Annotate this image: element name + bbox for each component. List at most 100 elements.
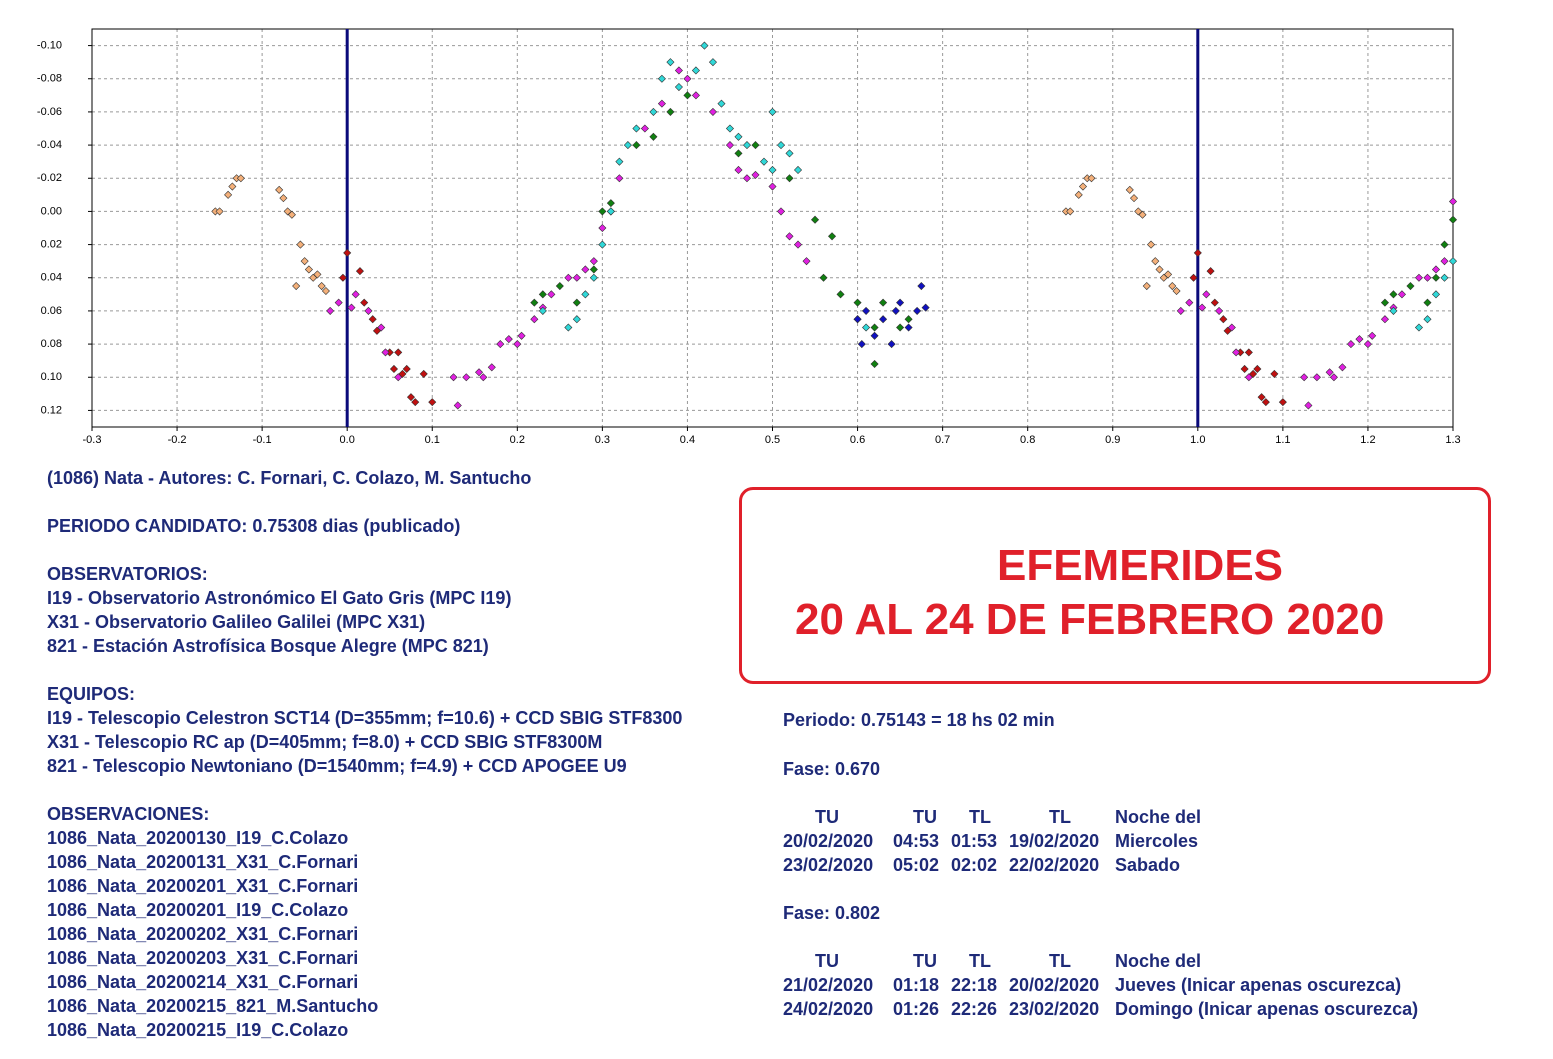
point bbox=[785, 232, 794, 241]
point bbox=[891, 306, 900, 315]
point bbox=[691, 66, 700, 75]
point bbox=[381, 348, 390, 357]
candidate-period: PERIODO CANDIDATO: 0.75308 dias (publica… bbox=[47, 516, 461, 536]
point bbox=[683, 91, 692, 100]
plot-frame bbox=[91, 28, 1454, 428]
point bbox=[1206, 267, 1215, 276]
point bbox=[296, 240, 305, 249]
point bbox=[708, 58, 717, 67]
point bbox=[606, 207, 615, 216]
cell: Sabado bbox=[1115, 855, 1181, 875]
cell: 04:53 bbox=[893, 831, 940, 851]
point bbox=[589, 257, 598, 266]
point bbox=[598, 223, 607, 233]
cell: 22:18 bbox=[951, 975, 998, 995]
point bbox=[802, 257, 811, 266]
title: (1086) Nata - Autores: C. Fornari, C. Co… bbox=[47, 468, 532, 488]
observatory: X31 - Observatorio Galileo Galilei (MPC … bbox=[47, 612, 426, 632]
point bbox=[1164, 270, 1173, 279]
cell: 01:53 bbox=[951, 831, 998, 851]
point bbox=[1406, 282, 1415, 291]
observation: 1086_Nata_20200201_I19_C.Colazo bbox=[47, 900, 349, 920]
point bbox=[368, 315, 377, 324]
point bbox=[1431, 273, 1441, 282]
point bbox=[275, 185, 284, 194]
column-header: TL bbox=[1049, 951, 1071, 971]
point bbox=[1414, 323, 1423, 332]
point bbox=[870, 331, 879, 340]
point bbox=[1423, 273, 1432, 282]
point bbox=[759, 157, 769, 166]
x-tick-label: -0.3 bbox=[83, 434, 102, 446]
chart: -0.10 -0.08 -0.06 -0.04 -0.02 0.00 0.02 0.04 0.0… bbox=[37, 28, 1461, 446]
x-tick-label: 0.1 bbox=[425, 434, 440, 446]
point bbox=[819, 273, 828, 282]
point bbox=[666, 58, 675, 67]
point bbox=[1397, 290, 1406, 299]
point bbox=[279, 194, 288, 203]
point bbox=[411, 398, 420, 407]
observation: 1086_Nata_20200201_X31_C.Fornari bbox=[47, 876, 359, 896]
point bbox=[1300, 373, 1309, 382]
y-tick-label: -0.08 bbox=[37, 73, 62, 85]
point bbox=[313, 270, 322, 279]
x-tick-label: -0.1 bbox=[253, 434, 272, 446]
point bbox=[287, 210, 296, 219]
point bbox=[283, 207, 292, 216]
point bbox=[1185, 298, 1194, 307]
point bbox=[623, 141, 632, 150]
x-tick-label: 0.0 bbox=[340, 434, 355, 446]
point bbox=[1078, 182, 1088, 191]
point bbox=[649, 107, 658, 116]
point bbox=[292, 282, 301, 291]
point bbox=[1129, 194, 1139, 203]
point bbox=[666, 107, 675, 116]
point bbox=[1125, 185, 1134, 194]
point bbox=[776, 141, 786, 150]
point bbox=[236, 174, 245, 183]
point bbox=[751, 170, 760, 179]
point bbox=[475, 368, 484, 377]
point bbox=[496, 340, 505, 349]
point bbox=[326, 306, 335, 315]
point bbox=[538, 306, 547, 315]
point bbox=[1142, 282, 1151, 291]
point bbox=[1176, 306, 1185, 315]
point bbox=[853, 315, 862, 324]
point bbox=[479, 373, 488, 382]
x-tick-label: 0.5 bbox=[765, 434, 780, 446]
point bbox=[572, 273, 581, 282]
point bbox=[547, 290, 556, 299]
cell: 01:18 bbox=[893, 975, 940, 995]
point bbox=[1202, 290, 1211, 299]
point bbox=[1138, 210, 1147, 219]
point bbox=[1448, 257, 1458, 266]
cell: 02:02 bbox=[951, 855, 998, 875]
y-tick-label: 0.10 bbox=[41, 371, 62, 383]
point bbox=[564, 273, 573, 282]
point bbox=[1304, 401, 1313, 410]
x-tick-label: 1.1 bbox=[1275, 434, 1290, 446]
point bbox=[215, 207, 224, 216]
point bbox=[896, 298, 905, 307]
x-tick-label: 1.0 bbox=[1190, 434, 1205, 446]
point bbox=[504, 335, 513, 344]
point bbox=[1440, 240, 1449, 249]
point bbox=[300, 257, 309, 266]
point bbox=[1189, 273, 1198, 282]
x-tick-label: -0.2 bbox=[168, 434, 187, 446]
point bbox=[615, 174, 624, 183]
point bbox=[725, 141, 734, 150]
equipment: I19 - Telescopio Celestron SCT14 (D=355m… bbox=[47, 708, 683, 728]
column-header: TU bbox=[815, 807, 839, 827]
point bbox=[1210, 298, 1219, 307]
point bbox=[530, 315, 539, 324]
point bbox=[589, 265, 598, 274]
point bbox=[879, 315, 888, 324]
point bbox=[742, 174, 752, 183]
x-tick-label: 1.2 bbox=[1360, 434, 1375, 446]
point bbox=[224, 190, 233, 199]
equipment: 821 - Telescopio Newtoniano (D=1540mm; f… bbox=[47, 756, 627, 776]
point bbox=[785, 174, 794, 183]
point bbox=[768, 182, 777, 191]
